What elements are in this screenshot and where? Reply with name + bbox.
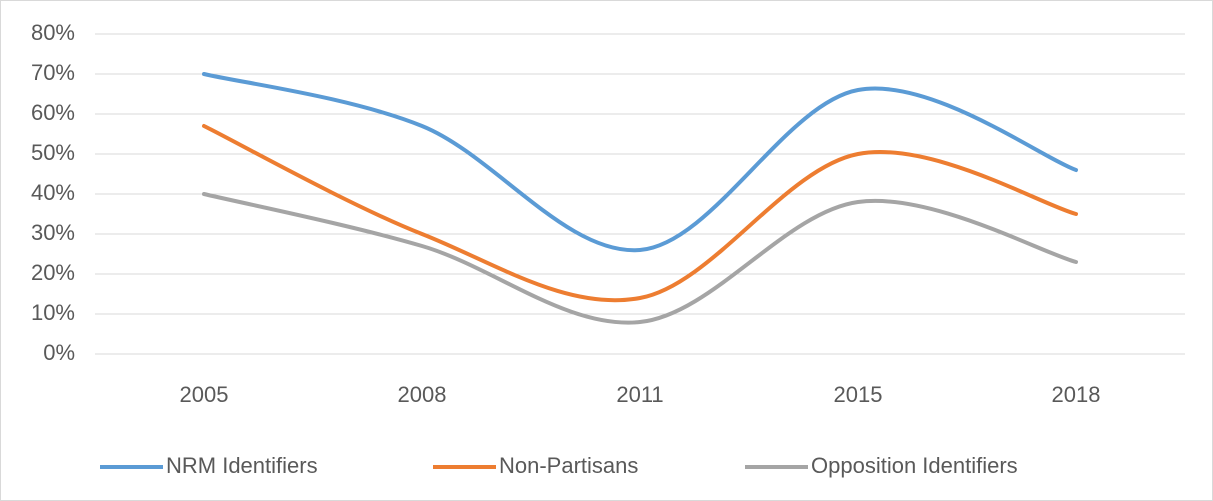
x-tick-label: 2008 bbox=[398, 382, 447, 407]
legend-label: Non-Partisans bbox=[499, 453, 638, 478]
y-tick-label: 0% bbox=[43, 340, 75, 365]
y-tick-label: 60% bbox=[31, 100, 75, 125]
y-tick-label: 80% bbox=[31, 20, 75, 45]
legend-label: Opposition Identifiers bbox=[811, 453, 1018, 478]
y-tick-label: 40% bbox=[31, 180, 75, 205]
y-tick-label: 10% bbox=[31, 300, 75, 325]
y-tick-label: 50% bbox=[31, 140, 75, 165]
x-tick-label: 2018 bbox=[1052, 382, 1101, 407]
legend-label: NRM Identifiers bbox=[166, 453, 318, 478]
y-tick-label: 30% bbox=[31, 220, 75, 245]
y-tick-label: 20% bbox=[31, 260, 75, 285]
x-tick-label: 2011 bbox=[616, 382, 663, 407]
series-line bbox=[202, 72, 1078, 253]
series-line bbox=[202, 124, 1078, 303]
y-tick-label: 70% bbox=[31, 60, 75, 85]
x-tick-label: 2005 bbox=[180, 382, 229, 407]
x-tick-label: 2015 bbox=[834, 382, 883, 407]
series-line bbox=[202, 192, 1078, 325]
